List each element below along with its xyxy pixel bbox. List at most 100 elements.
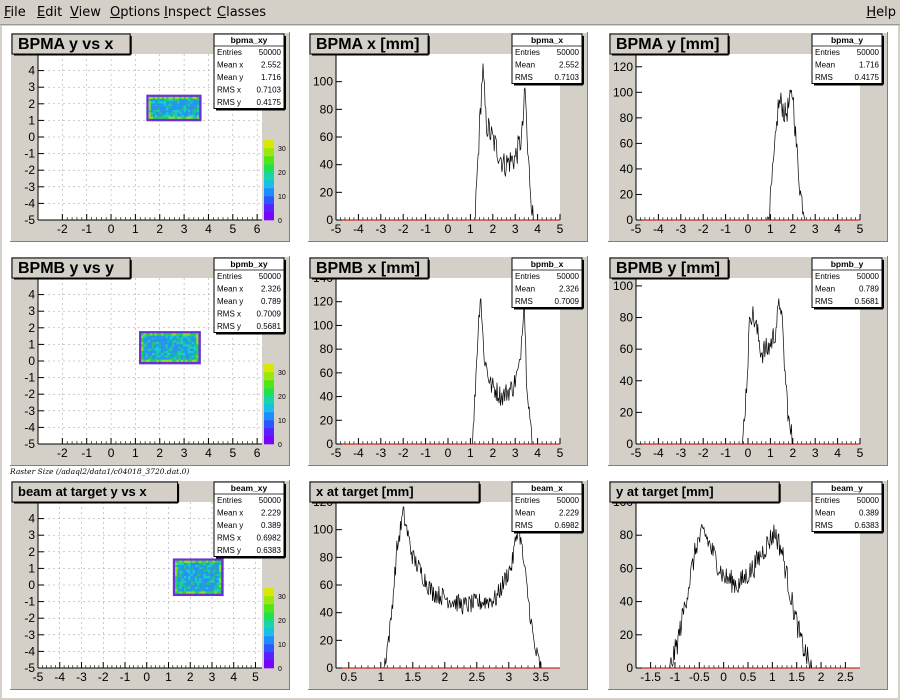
- heatmap-cell: [187, 337, 190, 341]
- heatmap-cell: [187, 342, 190, 345]
- heatmap-cell: [183, 339, 186, 343]
- heatmap-cell: [191, 350, 195, 354]
- y-tick-label: -4: [24, 420, 35, 434]
- heatmap-cell: [161, 346, 164, 349]
- stats-value: 0.6383: [257, 546, 282, 555]
- menu-edit[interactable]: Edit: [37, 5, 63, 20]
- heatmap-cell: [189, 335, 193, 338]
- heatmap-cell: [188, 118, 191, 122]
- menu-file[interactable]: File: [4, 5, 26, 20]
- heatmap-cell: [194, 565, 198, 568]
- heatmap-cell: [190, 578, 193, 581]
- heatmap-cell: [191, 361, 195, 365]
- heatmap-cell: [183, 567, 187, 570]
- heatmap-cell: [192, 573, 196, 577]
- chart-svg: -5 -4 -3 -2 -1 0 1 2 3 4 5 0 20 40 60 80 100 120 BPMA y [m…: [608, 32, 888, 242]
- heatmap-cell: [179, 99, 182, 102]
- menu-view[interactable]: View: [70, 5, 101, 20]
- heatmap-cell: [183, 565, 187, 568]
- heatmap-cell: [157, 99, 160, 102]
- heatmap-cell: [183, 587, 187, 590]
- heatmap-cell: [188, 558, 191, 561]
- heatmap-cell: [186, 562, 189, 566]
- heatmap-cell: [172, 558, 176, 561]
- heatmap-cell: [208, 562, 211, 566]
- heatmap-cell: [198, 339, 201, 343]
- stats-name: bpma_xy: [231, 35, 268, 45]
- heatmap-cell: [139, 348, 142, 352]
- chart-pad-bpma_x[interactable]: -5 -4 -3 -2 -1 0 1 2 3 4 5 0 20 40 60 80 100 BPMA x [mm] b…: [308, 32, 588, 242]
- heatmap-cell: [169, 346, 173, 349]
- heatmap-cell: [181, 593, 185, 597]
- stats-label: Mean: [815, 509, 835, 518]
- heatmap-cell: [199, 593, 202, 597]
- palette-label: 30: [278, 370, 286, 377]
- x-tick-label: -3: [375, 222, 386, 236]
- heatmap-cell: [194, 346, 197, 349]
- heatmap-cell: [212, 558, 215, 561]
- heatmap-cell: [210, 584, 213, 588]
- heatmap-cell: [214, 580, 218, 583]
- heatmap-cell: [177, 112, 180, 115]
- heatmap-cell: [179, 96, 182, 100]
- chart-pad-bpmb_x[interactable]: -5-4-3-2-1012345020406080100120140BPMB x…: [308, 256, 588, 466]
- chart-pad-bpmb_xy[interactable]: 0 10 20 30 -2 -1 0 1 2 3 4 5 6 -5 -4 -3 -2 -1 0 1 2 3 4 BPMB y …: [10, 256, 290, 466]
- heatmap-cell: [161, 342, 164, 345]
- stats-label: Mean: [815, 285, 835, 294]
- heatmap-cell: [154, 339, 157, 343]
- heatmap-cell: [188, 591, 191, 594]
- y-tick-label: 40: [320, 390, 334, 404]
- stats-label: RMS x: [217, 86, 241, 95]
- heatmap-cell: [201, 584, 204, 588]
- y-tick-label: 20: [320, 413, 334, 427]
- heatmap-cell: [148, 105, 151, 109]
- heatmap-cell: [183, 96, 187, 100]
- heatmap-cell: [188, 573, 191, 577]
- menu-classes[interactable]: Classes: [217, 5, 266, 20]
- heatmap-cell: [199, 573, 202, 577]
- palette-segment: [264, 652, 274, 661]
- heatmap-cell: [181, 582, 185, 586]
- heatmap-cell: [221, 584, 224, 588]
- heatmap-cell: [179, 580, 182, 583]
- heatmap-cell: [152, 348, 155, 352]
- heatmap-cell: [188, 569, 191, 572]
- menu-inspect[interactable]: Inspect: [164, 5, 212, 20]
- stats-value: 0.5681: [855, 297, 880, 306]
- stats-label: Mean: [815, 61, 835, 70]
- y-tick-label: 80: [320, 550, 334, 564]
- heatmap-cell: [219, 582, 222, 586]
- stats-value: 0.7009: [257, 310, 282, 319]
- chart-pad-beam_y[interactable]: -1.5-1-0.500.511.522.5020406080100y at t…: [608, 480, 888, 690]
- menu-help[interactable]: Help: [866, 5, 896, 20]
- chart-pad-beam_x[interactable]: 0.511.522.533.5020406080100120x at targe…: [308, 480, 588, 690]
- heatmap-cell: [196, 361, 199, 365]
- heatmap-cell: [196, 337, 199, 341]
- heatmap-cell: [172, 353, 175, 356]
- heatmap-cell: [219, 569, 222, 572]
- heatmap-cell: [199, 571, 202, 575]
- heatmap-cell: [180, 350, 184, 354]
- heatmap-cell: [177, 103, 180, 106]
- heatmap-cell: [177, 107, 180, 111]
- heatmap-cell: [201, 560, 204, 564]
- heatmap-cell: [161, 355, 164, 358]
- heatmap-cell: [201, 569, 204, 572]
- heatmap-cell: [186, 560, 189, 564]
- heatmap-cell: [194, 96, 198, 100]
- heatmap-cell: [165, 337, 168, 341]
- chart-pad-bpmb_y[interactable]: -5 -4 -3 -2 -1 0 1 2 3 4 5 0 20 40 60 80 100 BPMB y [mm] b…: [608, 256, 888, 466]
- heatmap-cell: [150, 348, 153, 352]
- heatmap-cell: [143, 344, 146, 347]
- y-tick-label: 20: [620, 187, 634, 201]
- chart-pad-beam_xy[interactable]: 0 10 20 30 -5 -4 -3 -2 -1 0 1 2 3 4 5 -5 -4 -3 -2 -1 0 1 2 3 4 be…: [10, 480, 290, 690]
- chart-pad-bpma_xy[interactable]: 0 10 20 30 -2 -1 0 1 2 3 4 5 6 -5 -4 -3 -2 -1 0 1 2 3 4 BPMA y …: [10, 32, 290, 242]
- heatmap-cell: [192, 589, 196, 592]
- y-tick-label: 100: [313, 318, 333, 332]
- menu-options[interactable]: Options: [110, 5, 161, 20]
- heatmap-cell: [156, 359, 160, 363]
- x-tick-label: 1.5: [404, 670, 421, 684]
- chart-pad-bpma_y[interactable]: -5 -4 -3 -2 -1 0 1 2 3 4 5 0 20 40 60 80 100 120 BPMA y [m…: [608, 32, 888, 242]
- heatmap-cell: [210, 591, 213, 594]
- heatmap-cell: [143, 357, 146, 360]
